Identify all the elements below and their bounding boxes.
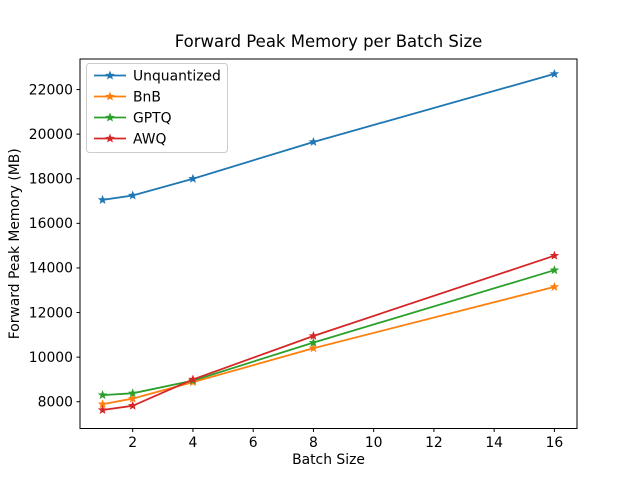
legend-star-marker-icon [105, 91, 115, 101]
data-point-marker [127, 190, 138, 200]
x-tick-label: 8 [309, 435, 318, 451]
legend-star-marker-icon [105, 112, 115, 122]
plot-area-border [79, 58, 578, 429]
legend-label: AWQ [133, 131, 166, 147]
x-tick-label: 10 [365, 435, 383, 451]
data-point-marker [308, 337, 319, 347]
data-point-marker [127, 400, 138, 410]
data-point-marker [308, 136, 319, 146]
x-tick-label: 2 [128, 435, 137, 451]
legend-label: Unquantized [133, 68, 221, 84]
y-tick-label: 14000 [29, 261, 73, 277]
legend-label: GPTQ [133, 110, 172, 126]
x-axis-label: Batch Size [292, 452, 365, 468]
series-line-bnb [102, 286, 555, 406]
data-point-marker [549, 281, 560, 291]
data-point-marker [97, 404, 108, 415]
data-point-marker [549, 250, 560, 260]
x-tick-label: 6 [249, 435, 258, 451]
data-point-marker [97, 399, 108, 409]
y-tick-label: 12000 [29, 305, 73, 321]
data-point-marker [308, 343, 319, 353]
data-point-marker [127, 388, 138, 398]
data-point-marker [97, 390, 108, 400]
x-tick-label: 4 [189, 435, 198, 451]
legend-box [86, 63, 228, 153]
legend-star-marker-icon [105, 133, 115, 143]
x-tick-label: 12 [425, 435, 443, 451]
y-tick-label: 20000 [29, 127, 73, 143]
y-axis-label: Forward Peak Memory (MB) [7, 148, 23, 339]
series-line-gptq [102, 269, 555, 396]
data-point-marker [188, 374, 198, 384]
data-point-marker [549, 68, 560, 78]
data-point-marker [549, 265, 560, 275]
chart-title: Forward Peak Memory per Batch Size [175, 32, 483, 51]
legend-star-marker-icon [105, 70, 115, 80]
y-tick-label: 10000 [29, 350, 73, 366]
data-point-marker [97, 194, 108, 204]
y-tick-label: 18000 [29, 172, 73, 188]
x-tick-label: 16 [546, 435, 564, 451]
y-tick-label: 22000 [29, 82, 73, 98]
series-line-awq [102, 254, 555, 411]
y-tick-label: 8000 [38, 395, 73, 411]
legend-label: BnB [133, 89, 161, 105]
data-point-marker [188, 173, 198, 183]
legend: Unquantized BnB GPTQ AWQ [86, 63, 228, 153]
data-point-marker [127, 393, 138, 403]
x-tick-label: 14 [485, 435, 503, 451]
y-tick-label: 16000 [29, 216, 73, 232]
data-point-marker [308, 330, 319, 340]
